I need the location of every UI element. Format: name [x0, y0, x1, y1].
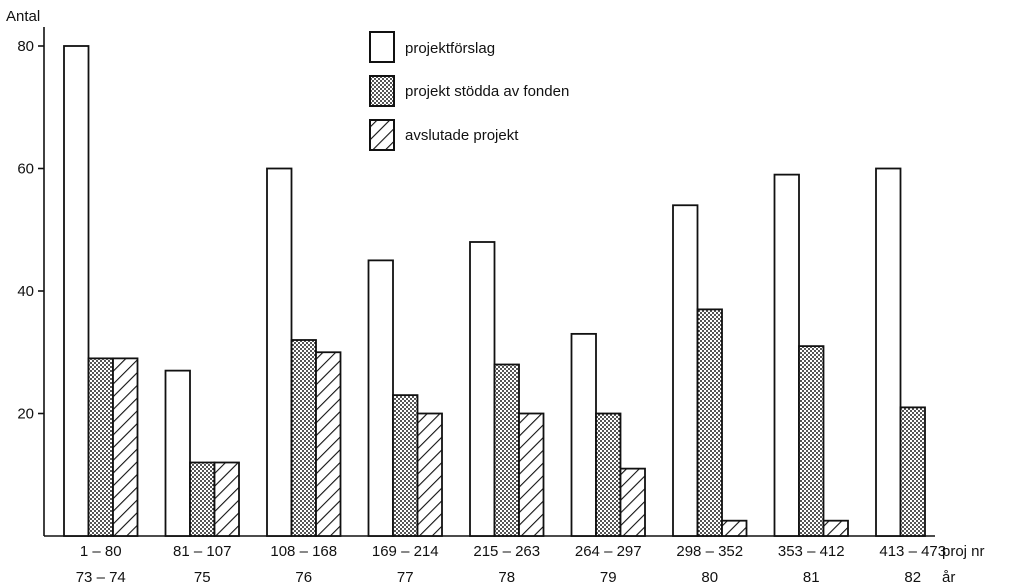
bar-dotted: [87, 357, 114, 537]
bar-hatched: [213, 461, 240, 537]
y-axis-title: Antal: [6, 8, 40, 25]
bar-dotted: [899, 406, 926, 537]
bars: [63, 45, 926, 537]
legend-swatch-avslutade: [369, 119, 395, 151]
bar-hatched: [619, 467, 646, 537]
bar-empty: [266, 167, 293, 537]
bar-empty: [469, 241, 496, 537]
bar-hatched: [315, 351, 342, 537]
x-tick-label-year: 73 – 74: [76, 569, 126, 586]
bar-empty: [672, 204, 699, 537]
bar-empty: [875, 167, 902, 537]
legend-label-avslutade: avslutade projekt: [405, 127, 519, 144]
y-tick-label: 80: [17, 38, 34, 55]
bar-empty: [570, 332, 597, 537]
bar-dotted: [290, 339, 317, 537]
x-tick-label-proj: 353 – 412: [778, 543, 845, 560]
x-row-label-proj-nr: proj nr: [942, 543, 985, 560]
bar-dotted: [189, 461, 216, 537]
x-tick-label-proj: 264 – 297: [575, 543, 642, 560]
bar-hatched: [822, 519, 849, 537]
x-tick-label-proj: 169 – 214: [372, 543, 439, 560]
bar-hatched: [416, 412, 443, 537]
x-tick-label-year: 78: [498, 569, 515, 586]
x-tick-label-year: 82: [904, 569, 921, 586]
x-tick-label-year: 76: [295, 569, 312, 586]
x-tick-label-proj: 413 – 473: [879, 543, 946, 560]
bar-dotted: [392, 394, 419, 537]
bar-dotted: [798, 345, 825, 537]
x-tick-label-year: 81: [803, 569, 820, 586]
bar-dotted: [595, 412, 622, 537]
x-tick-label-year: 80: [701, 569, 718, 586]
bar-hatched: [721, 519, 748, 537]
x-tick-label-year: 79: [600, 569, 617, 586]
y-ticks: 20 40 60 80: [17, 38, 44, 423]
legend-swatch-projekt-stodda: [369, 75, 395, 107]
bar-empty: [63, 45, 90, 537]
x-row-label-year: år: [942, 569, 955, 586]
legend-swatch-projektforslag: [369, 31, 395, 63]
x-tick-label-proj: 108 – 168: [270, 543, 337, 560]
legend-label-projektforslag: projektförslag: [405, 40, 495, 57]
x-tick-label-proj: 1 – 80: [80, 543, 122, 560]
bar-empty: [773, 173, 800, 537]
bar-hatched: [518, 412, 545, 537]
x-tick-label-year: 75: [194, 569, 211, 586]
bar-empty: [164, 369, 191, 537]
bar-hatched: [112, 357, 139, 537]
y-tick-label: 20: [17, 406, 34, 423]
x-tick-label-proj: 215 – 263: [473, 543, 540, 560]
x-tick-labels: 1 – 80 73 – 74 81 – 107 75 108 – 168 76 169 – …: [76, 543, 946, 586]
x-row-labels: proj nr år: [942, 543, 985, 586]
x-tick-label-year: 77: [397, 569, 414, 586]
y-tick-label: 60: [17, 161, 34, 178]
x-tick-label-proj: 81 – 107: [173, 543, 231, 560]
x-tick-label-proj: 298 – 352: [676, 543, 743, 560]
y-tick-label: 40: [17, 283, 34, 300]
bar-dotted: [696, 308, 723, 537]
legend: projektförslag projekt stödda av fonden …: [369, 31, 569, 151]
bar-dotted: [493, 363, 520, 537]
bar-empty: [367, 259, 394, 537]
legend-label-projekt-stodda: projekt stödda av fonden: [405, 83, 569, 100]
